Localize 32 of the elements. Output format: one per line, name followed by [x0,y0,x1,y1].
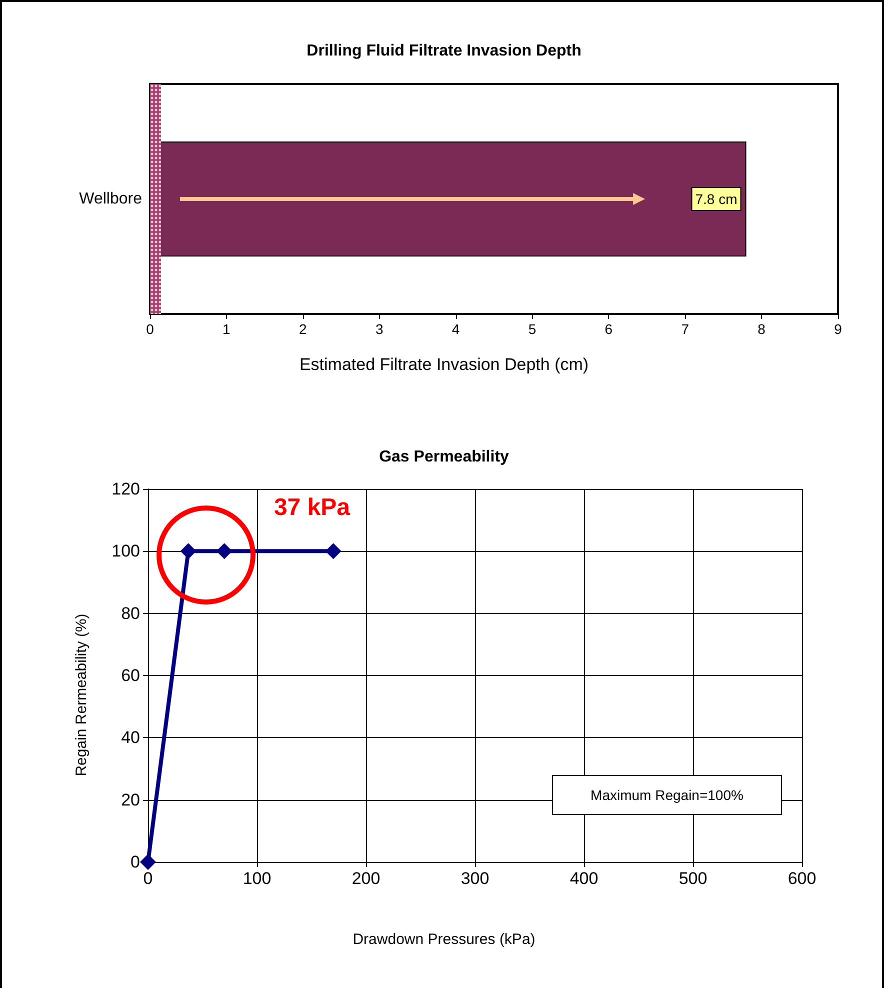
y-tick-label: 120 [112,480,140,498]
y-tick-label: 20 [121,790,140,810]
x-tick-label: 200 [352,869,380,888]
x-tick-label: 4 [452,321,460,337]
x-tick-label: 7 [681,321,690,337]
chart-title: Drilling Fluid Filtrate Invasion Depth [306,42,582,60]
annotation: 37 kPa [272,494,352,522]
x-tick-label: 6 [604,321,613,337]
x-tick-label: 1 [222,321,231,337]
x-tick-label: 400 [570,869,598,888]
x-axis-title: Drawdown Pressures (kPa) [352,931,536,948]
x-axis-title: Estimated Filtrate Invasion Depth (cm) [299,355,589,374]
y-tick-label: 0 [130,852,140,872]
x-tick-label: 0 [146,321,154,337]
data-label: 7.8 cm [695,191,738,207]
x-tick-label: 9 [834,321,842,337]
x-tick-label: 100 [242,869,272,888]
y-tick-label: Wellbore [79,190,142,208]
x-tick-label: 600 [788,869,816,888]
y-tick-label: 100 [112,542,140,561]
chart-title: Gas Permeability [379,448,510,466]
y-tick-label: 80 [121,604,140,623]
x-tick-label: 500 [678,869,708,888]
x-tick-label: 8 [758,321,766,337]
x-tick-label: 3 [375,321,384,337]
y-tick-label: 60 [121,666,140,685]
x-tick-label: 0 [143,869,153,888]
x-tick-label: 5 [528,321,536,337]
y-axis-title: Regain Rermeability (%) [73,614,90,776]
x-tick-label: 300 [460,869,490,888]
x-tick-label: 2 [298,321,307,337]
y-tick-label: 40 [121,728,140,748]
